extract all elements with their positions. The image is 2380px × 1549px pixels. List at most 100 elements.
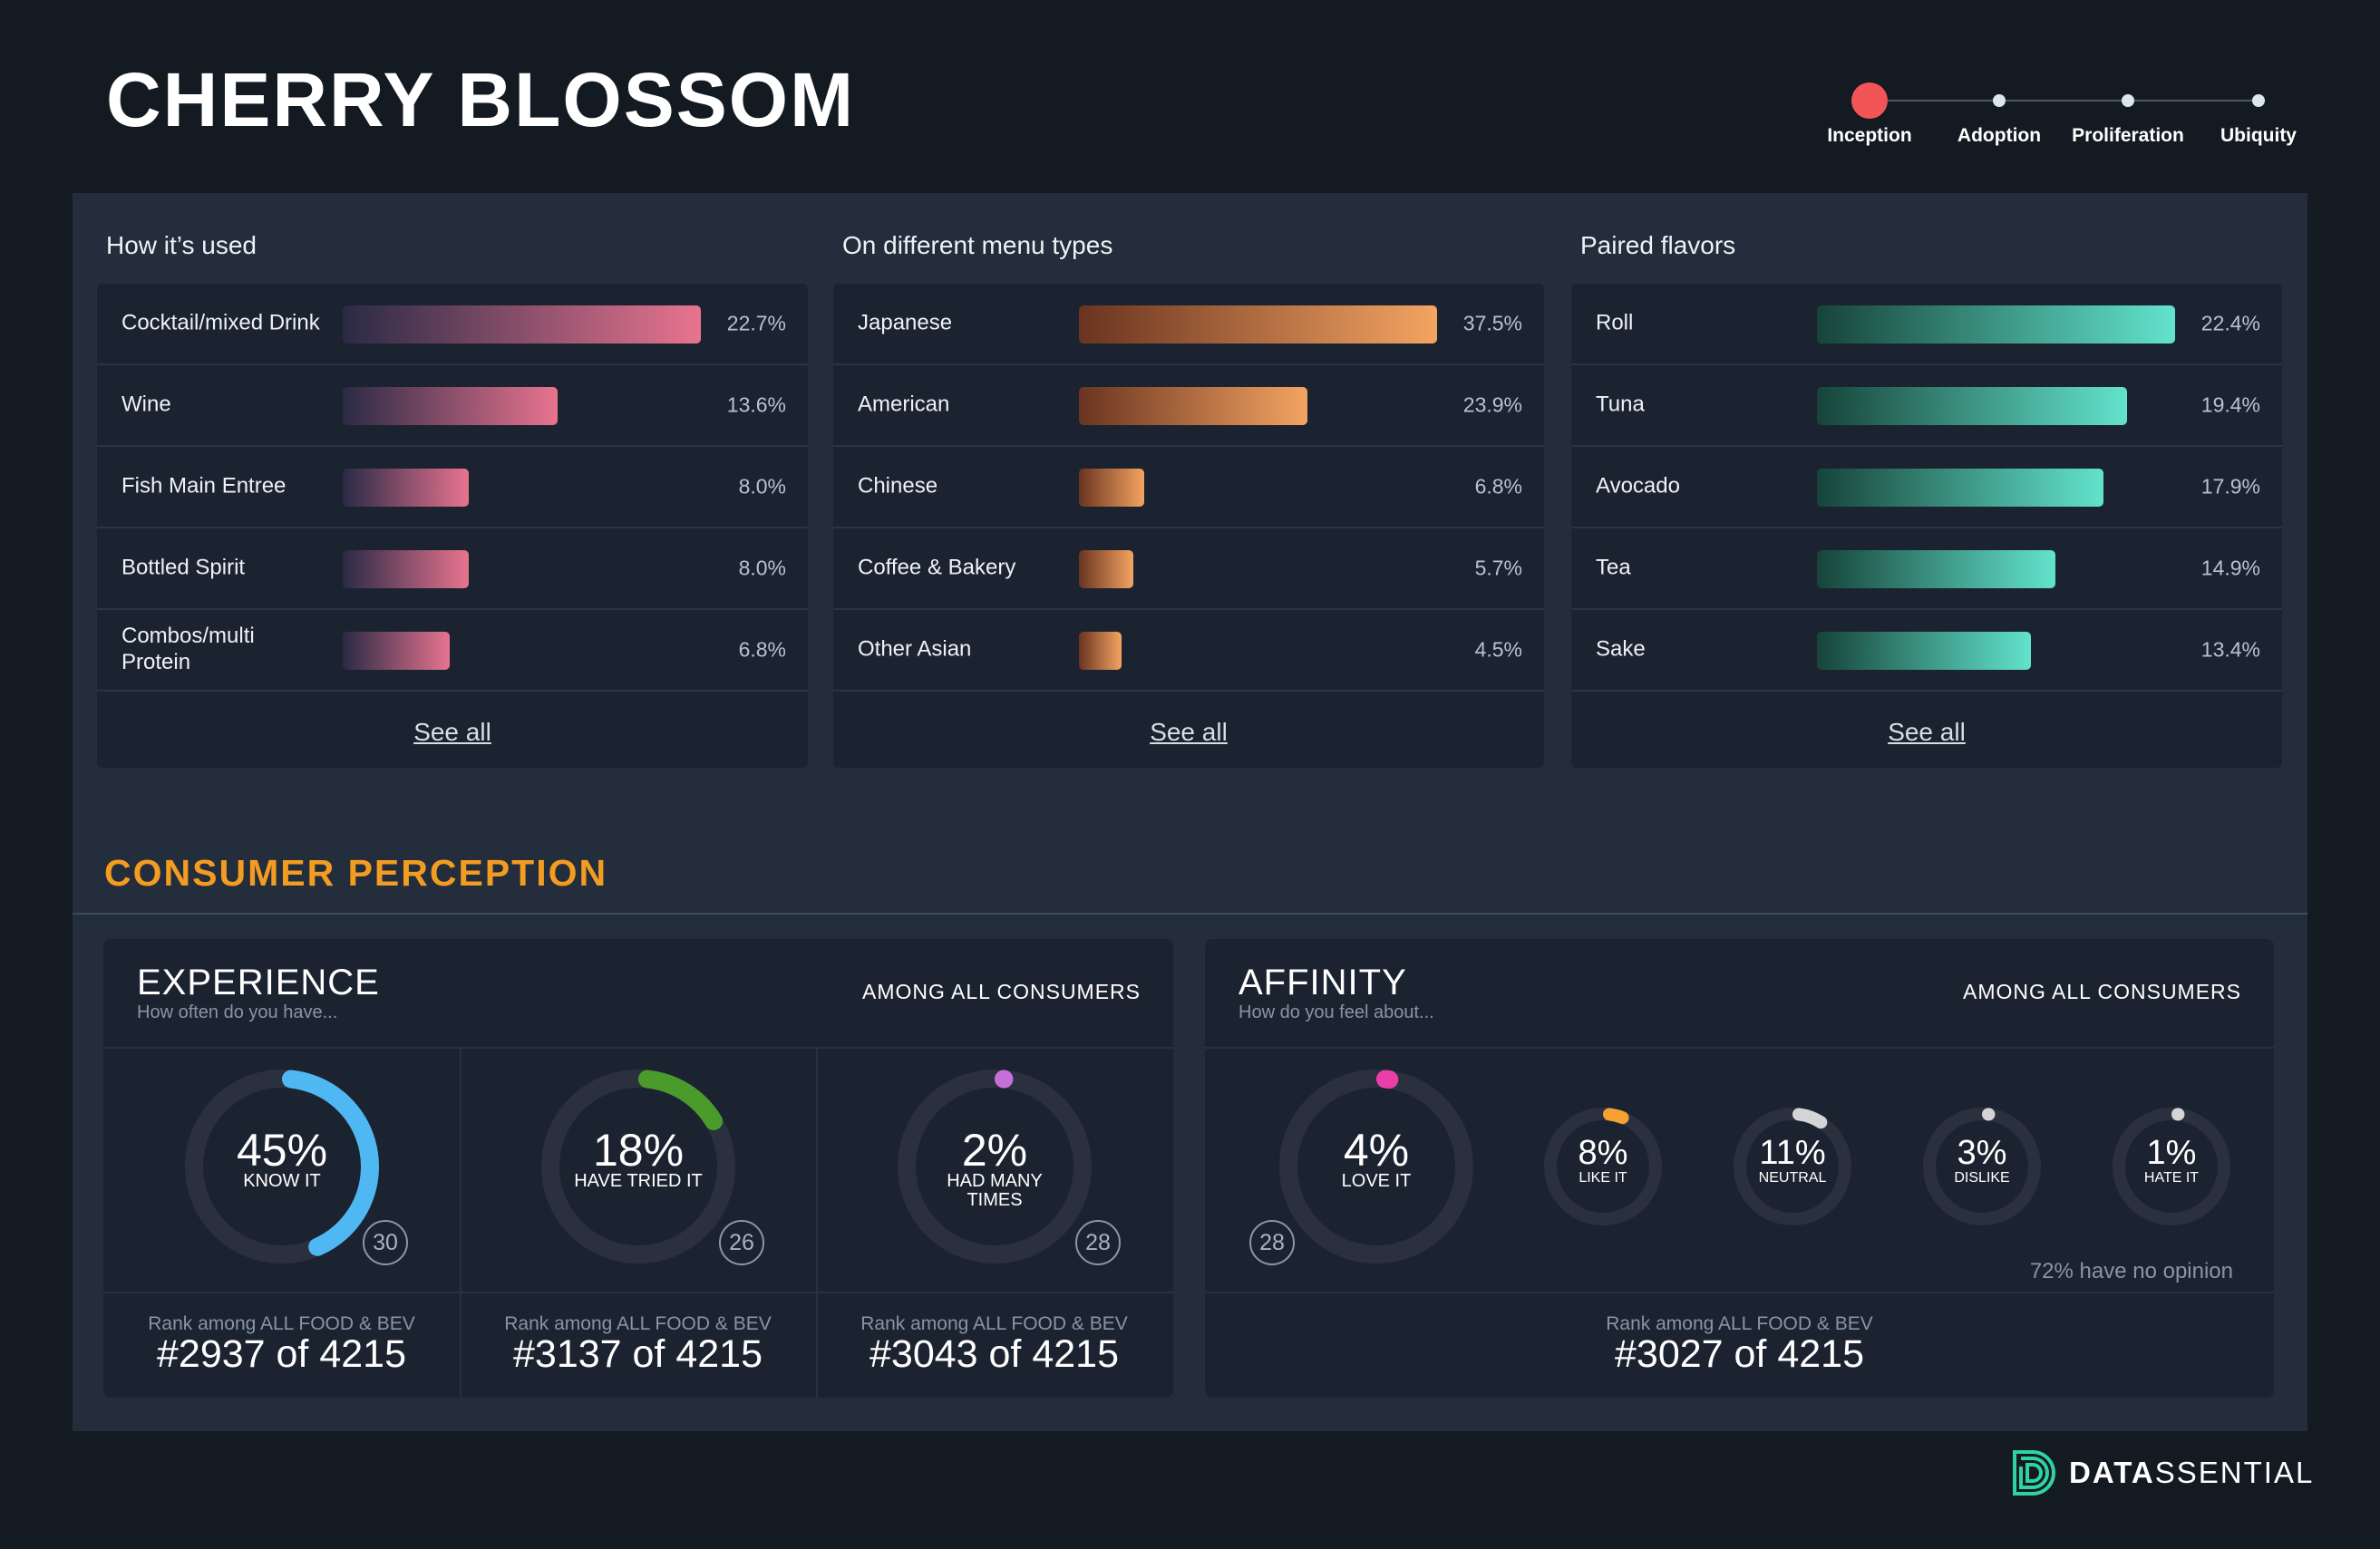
rank-value: #2937 of 4215 — [157, 1332, 406, 1376]
donut-label: DISLIKE — [1954, 1169, 2010, 1186]
donut-ring — [541, 1070, 735, 1263]
bar-row: Fish Main Entree 8.0% — [97, 447, 808, 528]
donut-arc — [2113, 1108, 2230, 1225]
bar — [343, 305, 701, 344]
rank-value: #3137 of 4215 — [513, 1332, 763, 1376]
timeline-track — [1870, 100, 2259, 102]
donut-label: NEUTRAL — [1758, 1169, 1827, 1186]
count-badge: 30 — [363, 1220, 408, 1265]
bar — [1817, 305, 2175, 344]
row-label: Fish Main Entree — [121, 473, 287, 499]
donut-ring — [185, 1070, 379, 1263]
card-heading: Paired flavors — [1580, 231, 1736, 259]
donut-arc — [898, 1070, 1092, 1263]
bar — [343, 469, 470, 507]
timeline-label: Adoption — [1957, 125, 2042, 146]
donut-arc — [185, 1070, 379, 1263]
donut-ring — [1923, 1108, 2041, 1225]
bar-row: Bottled Spirit 8.0% — [97, 528, 808, 610]
menu-card: Cocktail/mixed Drink 22.7% Wine 13.6% Fish M… — [97, 284, 808, 768]
row-label: Tuna — [1596, 392, 1645, 417]
bar-row: Tuna 19.4% — [1571, 365, 2282, 447]
card-heading: On different menu types — [842, 231, 1113, 259]
see-all-link[interactable]: See all — [1888, 718, 1966, 746]
bar-row: Sake 13.4% — [1571, 610, 2282, 692]
bar — [1079, 632, 1122, 670]
donut-label: LIKE IT — [1579, 1169, 1627, 1186]
donut-arc — [541, 1070, 735, 1263]
bar — [1817, 550, 2055, 588]
row-label: Avocado — [1596, 473, 1680, 499]
experience-card: EXPERIENCE How often do you have... AMON… — [103, 939, 1173, 1398]
affinity-title: AFFINITY — [1239, 963, 1407, 1002]
divider — [1205, 1047, 2274, 1049]
bar — [1817, 469, 2103, 507]
page-title: CHERRY BLOSSOM — [106, 57, 856, 142]
row-value: 6.8% — [1474, 474, 1522, 499]
donut-percent: 2% — [961, 1124, 1028, 1176]
experience-subtitle: How often do you have... — [137, 1002, 338, 1022]
bar-row: American 23.9% — [833, 365, 1544, 447]
row-value: 19.4% — [2200, 392, 2260, 417]
column-divider — [816, 1047, 818, 1398]
timeline-dot-adoption — [1993, 94, 2006, 107]
rank-label: Rank among ALL FOOD & BEV — [148, 1313, 415, 1334]
section-title: CONSUMER PERCEPTION — [104, 852, 608, 894]
count-badge: 26 — [719, 1220, 764, 1265]
row-value: 13.4% — [2200, 637, 2260, 662]
bar-row: Other Asian 4.5% — [833, 610, 1544, 692]
bar — [343, 550, 470, 588]
affinity-card: AFFINITY How do you feel about... AMONG … — [1205, 939, 2274, 1398]
row-label: Tea — [1596, 555, 1631, 580]
rank-label: Rank among ALL FOOD & BEV — [860, 1313, 1128, 1334]
count-badge: 28 — [1249, 1220, 1295, 1265]
affinity-donut: 11% NEUTRAL — [1727, 1101, 1858, 1232]
divider — [103, 1047, 1173, 1049]
see-all-link[interactable]: See all — [1150, 718, 1228, 746]
menu-card: Japanese 37.5% American 23.9% Chinese 6.8% Cof… — [833, 284, 1544, 768]
row-value: 6.8% — [738, 637, 786, 662]
logo-light: SSENTIAL — [2154, 1456, 2315, 1489]
donut-percent: 11% — [1759, 1133, 1826, 1172]
donut-percent: 18% — [592, 1124, 685, 1176]
see-all-link[interactable]: See all — [413, 718, 491, 746]
row-label: Other Asian — [858, 636, 972, 662]
bar-row: Combos/multi Protein 6.8% — [97, 610, 808, 692]
affinity-donut: 8% LIKE IT — [1538, 1101, 1668, 1232]
donut-percent: 4% — [1343, 1124, 1410, 1176]
timeline-dot-ubiquity — [2252, 94, 2265, 107]
no-opinion-note: 72% have no opinion — [2029, 1259, 2233, 1283]
donut-ring — [1734, 1108, 1851, 1225]
row-value: 37.5% — [1462, 311, 1522, 335]
divider — [103, 1292, 1173, 1293]
bar — [1079, 305, 1437, 344]
bar-row: Japanese 37.5% — [833, 284, 1544, 365]
card-heading: How it’s used — [106, 231, 257, 259]
donut-percent: 45% — [236, 1124, 328, 1176]
row-value: 23.9% — [1462, 392, 1522, 417]
row-label: Sake — [1596, 636, 1646, 662]
row-label: Japanese — [858, 310, 953, 335]
donut-label: HAVE TRIED IT — [574, 1171, 703, 1191]
bar-row: Roll 22.4% — [1571, 284, 2282, 365]
row-label: Roll — [1596, 310, 1634, 335]
row-label: Coffee & Bakery — [858, 555, 1016, 580]
donut-percent: 3% — [1957, 1133, 2007, 1172]
row-value: 22.7% — [726, 311, 786, 335]
column-divider — [460, 1047, 461, 1398]
rank-value: #3043 of 4215 — [869, 1332, 1119, 1376]
row-value: 8.0% — [738, 556, 786, 580]
logo-d-icon — [2013, 1450, 2055, 1496]
bar — [343, 632, 451, 670]
experience-donut: 45% KNOW IT — [176, 1060, 388, 1273]
rank-value: #3027 of 4215 — [1615, 1332, 1864, 1376]
row-value: 17.9% — [2200, 474, 2260, 499]
experience-title: EXPERIENCE — [137, 963, 380, 1002]
row-value: 13.6% — [726, 392, 786, 417]
rank-label: Rank among ALL FOOD & BEV — [504, 1313, 772, 1334]
menu-card: Roll 22.4% Tuna 19.4% Avocado 17.9% Tea 14.9% Sa… — [1571, 284, 2282, 768]
row-label: Combos/multi Protein — [121, 624, 255, 674]
bar — [1817, 387, 2128, 425]
affinity-donut: 1% HATE IT — [2106, 1101, 2237, 1232]
affinity-scope: AMONG ALL CONSUMERS — [1963, 980, 2241, 1003]
